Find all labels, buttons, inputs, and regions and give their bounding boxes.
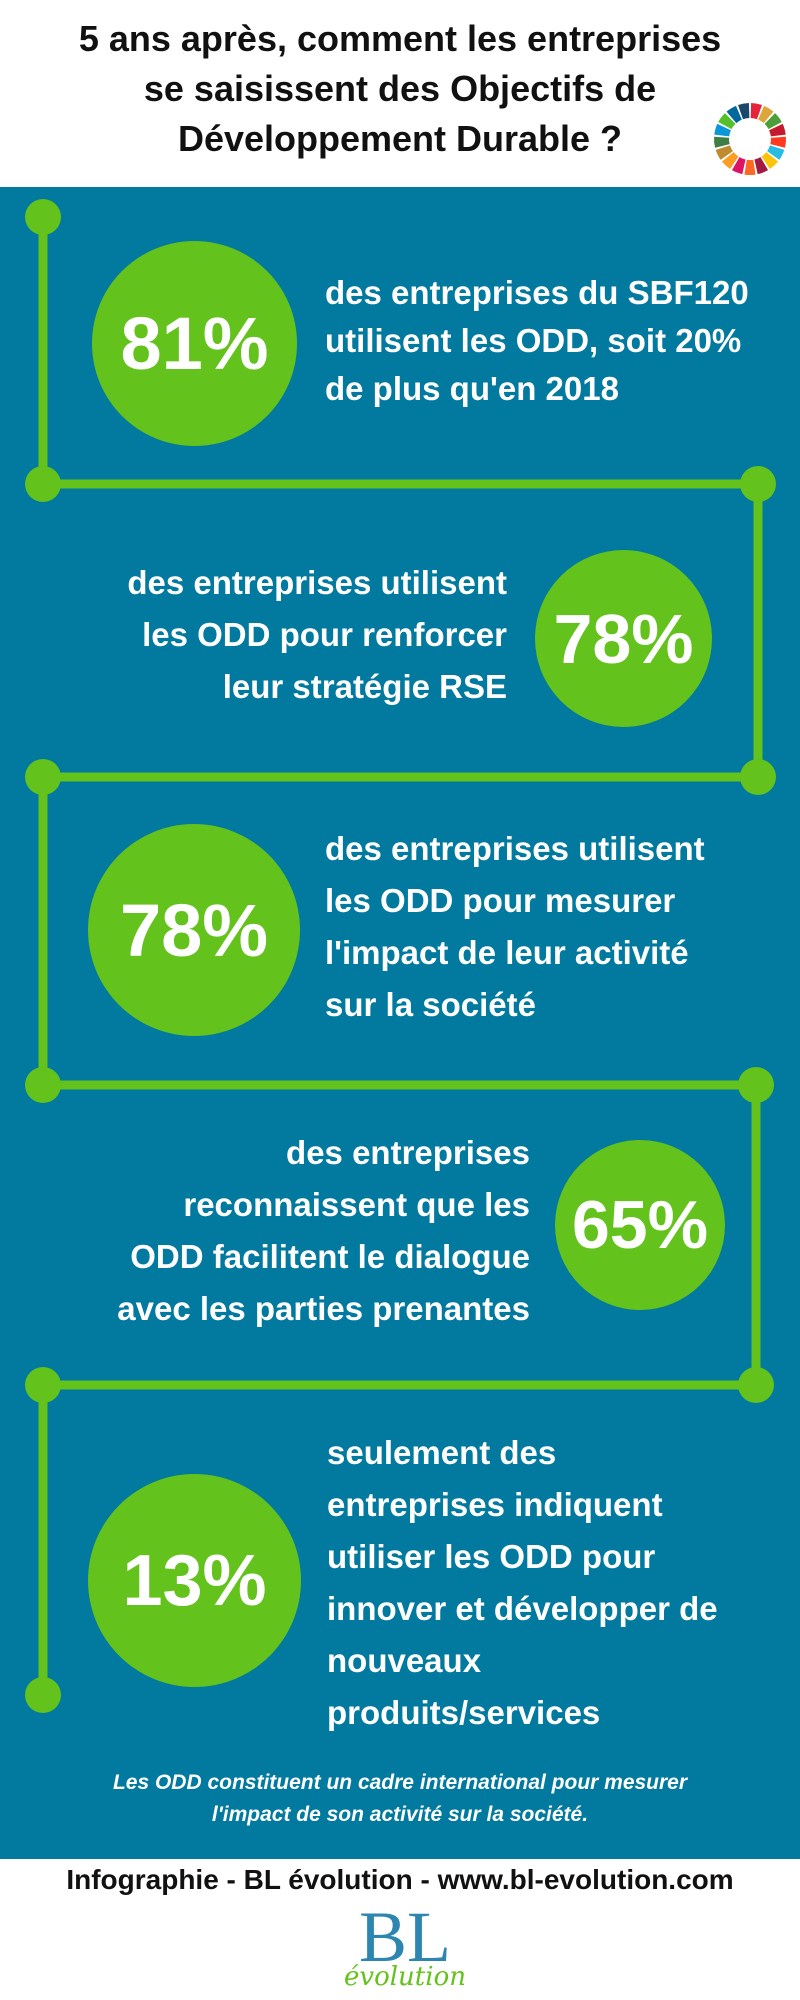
stat-line: utilisent les ODD, soit 20%	[325, 322, 742, 359]
sdg-wheel-segment	[758, 105, 774, 124]
stat-value: 13%	[122, 1540, 267, 1621]
stat-line: des entreprises du SBF120	[325, 274, 749, 311]
stat-line: produits/services	[327, 1694, 601, 1731]
stat-value: 78%	[119, 888, 269, 972]
connector-node	[738, 1067, 774, 1103]
logo-subtitle: évolution	[344, 1962, 466, 1992]
stat-line: les ODD pour renforcer	[142, 616, 507, 653]
stat-line: les ODD pour mesurer	[325, 882, 676, 919]
sdg-wheel-segment	[744, 159, 756, 175]
stat-description: des entreprises reconnaissent que les OD…	[20, 1127, 530, 1335]
sdg-wheel-segment	[761, 152, 779, 170]
connector-path	[25, 199, 776, 1713]
logo-wordmark: BL	[358, 1897, 451, 1977]
connector-node	[740, 759, 776, 795]
stat-line: leur stratégie RSE	[222, 668, 507, 705]
stat-description: des entreprises utilisent les ODD pour r…	[20, 557, 507, 713]
sdg-wheel-segment	[718, 113, 736, 130]
sdg-wheel-segment	[767, 145, 785, 160]
connector-node	[25, 1677, 61, 1713]
stat-line: avec les parties prenantes	[117, 1290, 530, 1327]
stat-line: des entreprises	[286, 1134, 530, 1171]
stat-value: 78%	[553, 599, 694, 678]
connector-node	[25, 759, 61, 795]
stat-circle: 65%	[555, 1140, 725, 1310]
stat-line: sur la société	[325, 986, 536, 1023]
sdg-wheel-segment	[714, 123, 731, 137]
sdg-wheel-segment	[769, 123, 786, 137]
stat-line: reconnaissent que les	[183, 1186, 530, 1223]
title-line: 5 ans après, comment les entreprises	[78, 18, 722, 59]
connector-node	[738, 1367, 774, 1403]
stat-line: de plus qu'en 2018	[325, 370, 619, 407]
sdg-wheel-segment	[764, 113, 782, 130]
footnote-line: Les ODD constituent un cadre internation…	[112, 1771, 688, 1794]
sdg-wheel-segment	[715, 145, 733, 160]
stat-line: innover et développer de	[327, 1590, 718, 1627]
stat-line: des entreprises utilisent	[127, 564, 507, 601]
title-line: Développement Durable ?	[177, 118, 623, 159]
header: 5 ans après, comment les entreprises se …	[0, 0, 800, 187]
stat-description: des entreprises du SBF120 utilisent les …	[325, 269, 795, 413]
stat-circle: 78%	[535, 550, 712, 727]
sdg-wheel-segment	[731, 157, 746, 175]
stat-line: seulement des	[327, 1434, 557, 1471]
connector-node	[25, 1067, 61, 1103]
stat-line: nouveaux	[327, 1642, 482, 1679]
page-title: 5 ans après, comment les entreprises se …	[0, 14, 800, 164]
sdg-wheel-segment	[770, 136, 786, 148]
footnote: Les ODD constituent un cadre internation…	[0, 1767, 800, 1831]
connector-node	[25, 1367, 61, 1403]
stat-circle: 81%	[92, 241, 297, 446]
stat-value: 65%	[571, 1187, 709, 1263]
stat-line: l'impact de leur activité	[325, 934, 689, 971]
bl-evolution-logo: BL évolution	[340, 1900, 470, 2000]
stat-line: ODD facilitent le dialogue	[130, 1238, 530, 1275]
sdg-color-wheel-icon	[714, 103, 786, 175]
sdg-wheel-segment	[754, 157, 769, 175]
connector-node	[25, 199, 61, 235]
title-line: se saisissent des Objectifs de	[143, 68, 657, 109]
sdg-wheel-segment	[750, 103, 762, 120]
footnote-line: l'impact de son activité sur la société.	[211, 1803, 589, 1826]
sdg-wheel-segment	[721, 152, 739, 170]
connector-node	[740, 466, 776, 502]
stat-line: utiliser les ODD pour	[327, 1538, 656, 1575]
stat-circle: 78%	[88, 824, 300, 1036]
stats-panel: 81% des entreprises du SBF120 utilisent …	[0, 187, 800, 1859]
stat-circle: 13%	[88, 1474, 301, 1687]
stat-line: des entreprises utilisent	[325, 830, 705, 867]
stat-line: entreprises indiquent	[327, 1486, 663, 1523]
sdg-wheel-segment	[738, 103, 750, 120]
stat-value: 81%	[120, 302, 269, 385]
footer-credit: Infographie - BL évolution - www.bl-evol…	[66, 1864, 734, 1895]
sdg-wheel-segment	[714, 136, 730, 148]
connector-node	[25, 466, 61, 502]
sdg-wheel-segment	[726, 105, 742, 124]
stat-description: seulement des entreprises indiquent util…	[327, 1427, 797, 1739]
stat-description: des entreprises utilisent les ODD pour m…	[325, 823, 795, 1031]
